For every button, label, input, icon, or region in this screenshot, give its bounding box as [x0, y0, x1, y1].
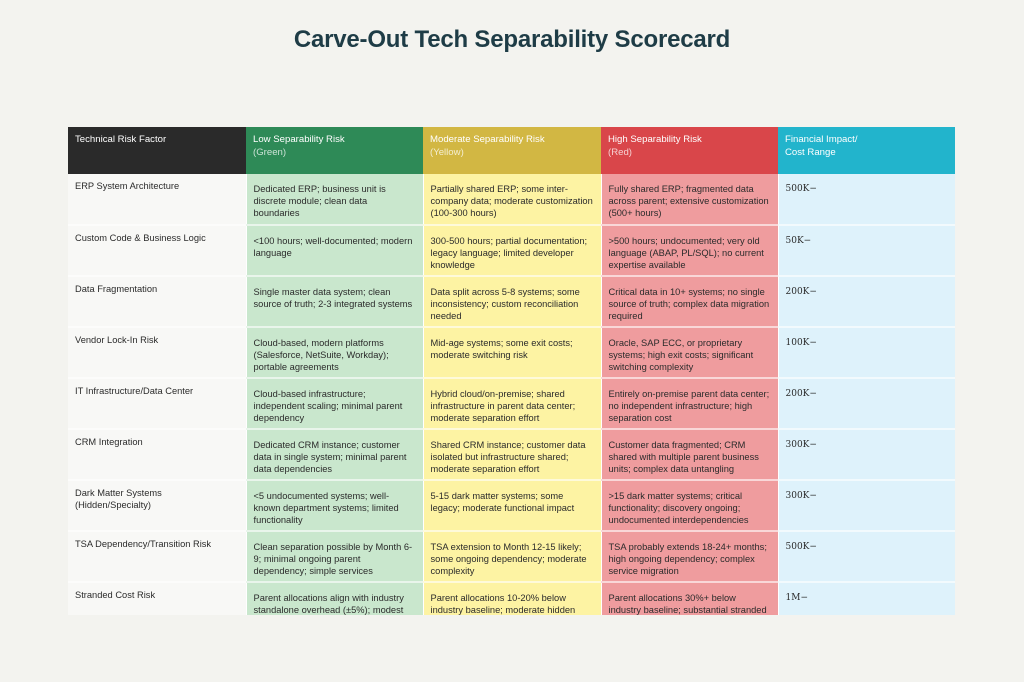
high-risk-cell: Oracle, SAP ECC, or proprietary systems;…: [600, 327, 778, 379]
header-financial-impact: Financial Impact/Cost Range: [778, 127, 955, 174]
moderate-risk-cell: Data split across 5-8 systems; some inco…: [422, 276, 601, 328]
table-row: ERP System Architecture Dedicated ERP; bu…: [68, 174, 955, 226]
header-moderate-risk: Moderate Separability Risk (Yellow): [423, 127, 601, 174]
financial-impact-cell: 500K−: [777, 174, 955, 226]
low-risk-cell: Parent allocations align with industry s…: [245, 582, 423, 615]
header-low-risk: Low Separability Risk (Green): [246, 127, 423, 174]
moderate-risk-cell: 5-15 dark matter systems; some legacy; m…: [422, 480, 601, 532]
risk-factor-cell: ERP System Architecture: [68, 174, 246, 226]
header-sublabel: (Yellow): [430, 147, 464, 158]
financial-impact-cell: 500K−: [777, 531, 955, 583]
header-high-risk: High Separability Risk (Red): [601, 127, 778, 174]
table-row: TSA Dependency/Transition Risk Clean sepa…: [68, 531, 955, 583]
header-label: Financial Impact/: [785, 134, 858, 145]
table-row: Dark Matter Systems (Hidden/Specialty) <5…: [68, 480, 955, 532]
page-title: Carve-Out Tech Separability Scorecard: [293, 26, 731, 53]
risk-factor-cell: CRM Integration: [68, 429, 246, 481]
table-row: Data Fragmentation Single master data sys…: [68, 276, 955, 328]
table-row: Custom Code & Business Logic <100 hours; …: [68, 225, 955, 277]
table-row: Vendor Lock-In Risk Cloud-based, modern p…: [68, 327, 955, 379]
moderate-risk-cell: Hybrid cloud/on-premise; shared infrastr…: [422, 378, 601, 430]
header-sublabel: Cost Range: [785, 147, 836, 158]
header-label: Low Separability Risk: [253, 134, 345, 145]
risk-factor-cell: Data Fragmentation: [68, 276, 246, 328]
high-risk-cell: TSA probably extends 18-24+ months; high…: [600, 531, 778, 583]
low-risk-cell: <5 undocumented systems; well-known depa…: [245, 480, 423, 532]
moderate-risk-cell: TSA extension to Month 12-15 likely; som…: [422, 531, 601, 583]
high-risk-cell: Critical data in 10+ systems; no single …: [600, 276, 778, 328]
moderate-risk-cell: Partially shared ERP; some inter-company…: [422, 174, 601, 226]
financial-impact-cell: 300K−: [777, 429, 955, 481]
high-risk-cell: >500 hours; undocumented; very old langu…: [600, 225, 778, 277]
high-risk-cell: Customer data fragmented; CRM shared wit…: [600, 429, 778, 481]
risk-factor-cell: Vendor Lock-In Risk: [68, 327, 246, 379]
low-risk-cell: <100 hours; well-documented; modern lang…: [245, 225, 423, 277]
table-row: CRM Integration Dedicated CRM instance; c…: [68, 429, 955, 481]
header-sublabel: (Green): [253, 147, 287, 158]
risk-factor-cell: Custom Code & Business Logic: [68, 225, 246, 277]
moderate-risk-cell: Shared CRM instance; customer data isola…: [422, 429, 601, 481]
header-sublabel: (Red): [608, 147, 632, 158]
header-label: High Separability Risk: [608, 134, 702, 145]
risk-factor-cell: Stranded Cost Risk: [68, 582, 246, 615]
low-risk-cell: Dedicated CRM instance; customer data in…: [245, 429, 423, 481]
financial-impact-cell: 50K−: [777, 225, 955, 277]
financial-impact-cell: 300K−: [777, 480, 955, 532]
scorecard-table: Technical Risk Factor Low Separability R…: [68, 127, 955, 615]
financial-impact-cell: 1M−: [777, 582, 955, 615]
low-risk-cell: Single master data system; clean source …: [245, 276, 423, 328]
header-label: Moderate Separability Risk: [430, 134, 545, 145]
low-risk-cell: Cloud-based, modern platforms (Salesforc…: [245, 327, 423, 379]
high-risk-cell: Fully shared ERP; fragmented data across…: [600, 174, 778, 226]
header-technical-risk-factor: Technical Risk Factor: [68, 127, 246, 174]
header-label: Technical Risk Factor: [75, 134, 167, 145]
financial-impact-cell: 200K−: [777, 276, 955, 328]
table-row: IT Infrastructure/Data Center Cloud-based…: [68, 378, 955, 430]
header-row: Technical Risk Factor Low Separability R…: [68, 127, 955, 174]
high-risk-cell: Parent allocations 30%+ below industry b…: [600, 582, 778, 615]
risk-factor-cell: IT Infrastructure/Data Center: [68, 378, 246, 430]
low-risk-cell: Clean separation possible by Month 6-9; …: [245, 531, 423, 583]
scorecard-table-container[interactable]: Technical Risk Factor Low Separability R…: [68, 127, 955, 615]
high-risk-cell: Entirely on-premise parent data center; …: [600, 378, 778, 430]
risk-factor-cell: Dark Matter Systems (Hidden/Specialty): [68, 480, 246, 532]
low-risk-cell: Cloud-based infrastructure; independent …: [245, 378, 423, 430]
low-risk-cell: Dedicated ERP; business unit is discrete…: [245, 174, 423, 226]
high-risk-cell: >15 dark matter systems; critical functi…: [600, 480, 778, 532]
risk-factor-cell: TSA Dependency/Transition Risk: [68, 531, 246, 583]
moderate-risk-cell: Parent allocations 10-20% below industry…: [422, 582, 601, 615]
financial-impact-cell: 100K−: [777, 327, 955, 379]
financial-impact-cell: 200K−: [777, 378, 955, 430]
table-row: Stranded Cost Risk Parent allocations ali…: [68, 582, 955, 615]
moderate-risk-cell: 300-500 hours; partial documentation; le…: [422, 225, 601, 277]
moderate-risk-cell: Mid-age systems; some exit costs; modera…: [422, 327, 601, 379]
